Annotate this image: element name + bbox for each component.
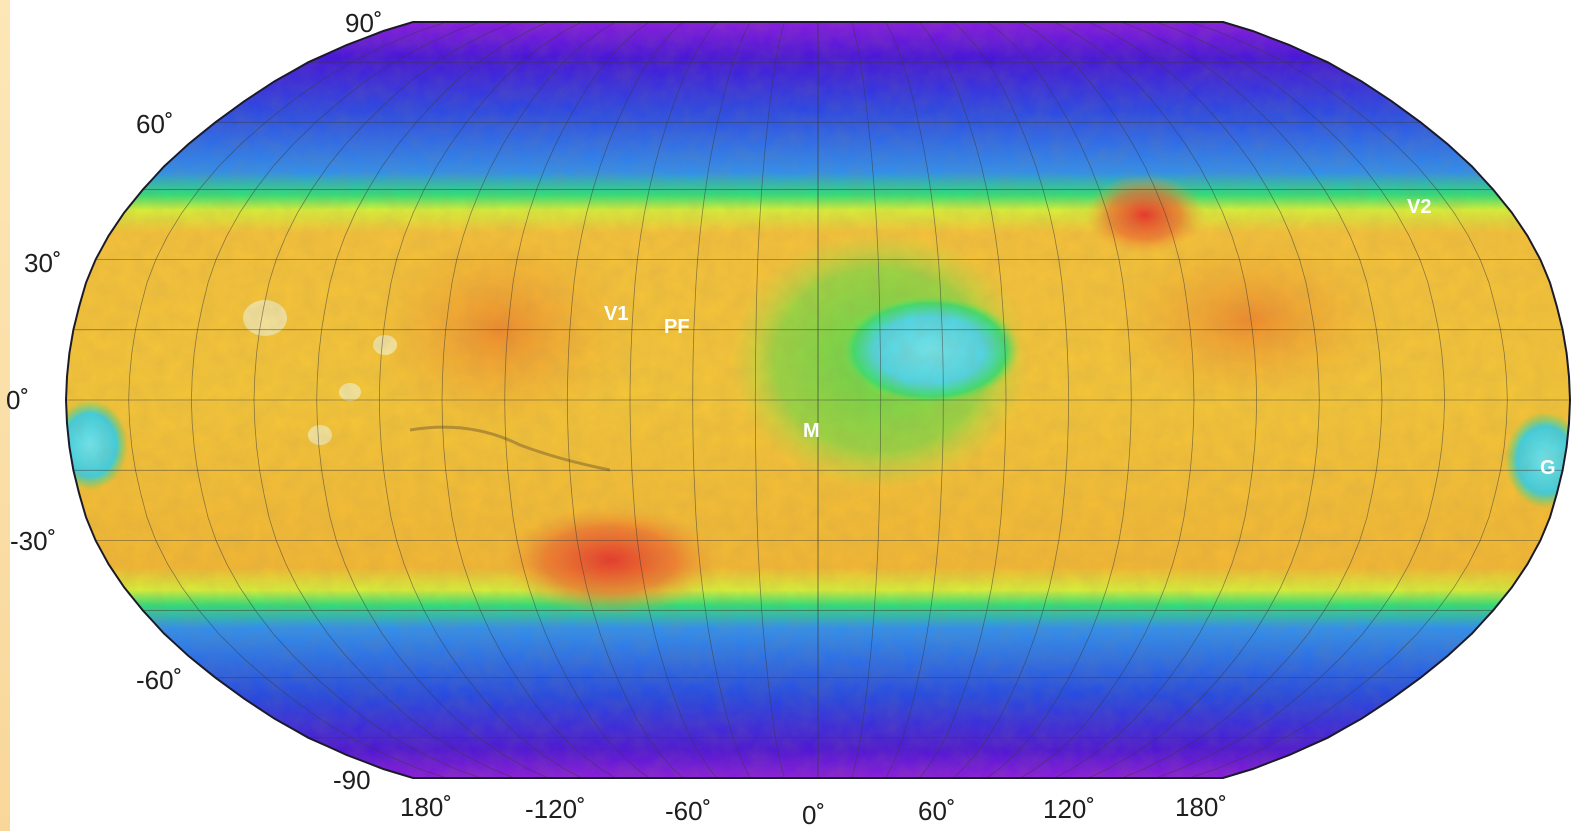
lat-label: -30˚ — [10, 526, 56, 556]
lon-label: 180˚ — [400, 792, 452, 822]
lon-label: 0˚ — [802, 800, 825, 830]
lat-label: 30˚ — [24, 248, 62, 278]
lon-label: 60˚ — [918, 796, 956, 826]
site-label-v1: V1 — [604, 303, 628, 325]
lat-label: -60˚ — [136, 665, 182, 695]
lat-label: 0˚ — [6, 385, 29, 415]
left-border-strip — [0, 0, 10, 831]
longitude-axis-labels: 180˚ -120˚ -60˚ 0˚ 60˚ 120˚ 180˚ — [400, 792, 1227, 830]
lat-label: -90 — [333, 765, 371, 795]
lon-label: 120˚ — [1043, 794, 1095, 824]
map-outline — [64, 21, 1572, 779]
site-label-pf: PF — [664, 316, 690, 338]
lat-label: 90˚ — [345, 8, 383, 38]
site-label-v2: V2 — [1407, 196, 1431, 218]
lat-label: 60˚ — [136, 109, 174, 139]
lon-label: -60˚ — [665, 796, 711, 826]
landing-site-labels: V1 PF M V2 G — [604, 196, 1556, 479]
latitude-axis-labels: 90˚ 60˚ 30˚ 0˚ -30˚ -60˚ -90 — [6, 8, 383, 795]
lon-label: -120˚ — [525, 794, 586, 824]
map-surface — [66, 22, 1570, 778]
site-label-g: G — [1540, 457, 1556, 479]
graticule-grid — [66, 22, 1570, 778]
site-label-m: M — [803, 420, 820, 442]
lon-label: 180˚ — [1175, 792, 1227, 822]
